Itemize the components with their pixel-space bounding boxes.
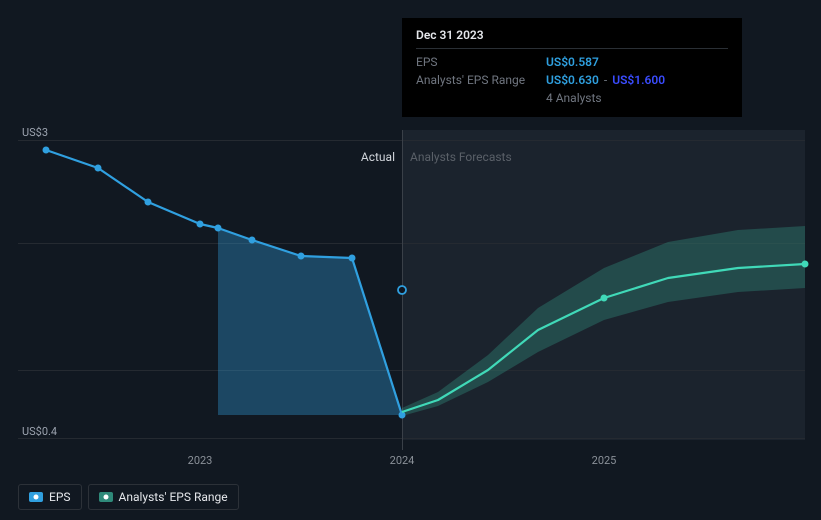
legend-label-eps: EPS: [49, 490, 71, 504]
tooltip-range-low: US$0.630: [546, 73, 599, 87]
x-tick: 2023: [188, 454, 213, 467]
legend-swatch-eps: [29, 492, 43, 502]
tooltip-eps-label: EPS: [416, 55, 546, 69]
chart-area[interactable]: US$3 US$0.4 Actual Analysts Forecasts: [18, 130, 805, 440]
legend-swatch-range: [99, 492, 113, 502]
tooltip-analysts-row: 4 Analysts: [416, 89, 728, 107]
legend-label-range: Analysts' EPS Range: [119, 490, 228, 504]
x-tick: 2024: [390, 454, 415, 467]
tooltip-analysts-spacer: [416, 91, 546, 105]
legend-item-range[interactable]: Analysts' EPS Range: [88, 484, 239, 510]
legend: EPS Analysts' EPS Range: [18, 484, 239, 510]
tooltip-range-row: Analysts' EPS Range US$0.630 - US$1.600: [416, 71, 728, 89]
x-tick: 2025: [592, 454, 617, 467]
tooltip-analysts: 4 Analysts: [546, 91, 602, 105]
legend-item-eps[interactable]: EPS: [18, 484, 82, 510]
chart-svg: [18, 130, 805, 440]
tooltip-date: Dec 31 2023: [416, 28, 728, 49]
x-axis: 2023 2024 2025: [18, 454, 805, 470]
tooltip-range-label: Analysts' EPS Range: [416, 73, 546, 87]
tooltip-range-high: US$1.600: [612, 73, 665, 87]
tooltip-eps-value: US$0.587: [546, 55, 599, 69]
tooltip-range-sep: -: [602, 73, 609, 87]
tooltip-eps-row: EPS US$0.587: [416, 53, 728, 71]
tooltip-panel: Dec 31 2023 EPS US$0.587 Analysts' EPS R…: [402, 18, 742, 117]
